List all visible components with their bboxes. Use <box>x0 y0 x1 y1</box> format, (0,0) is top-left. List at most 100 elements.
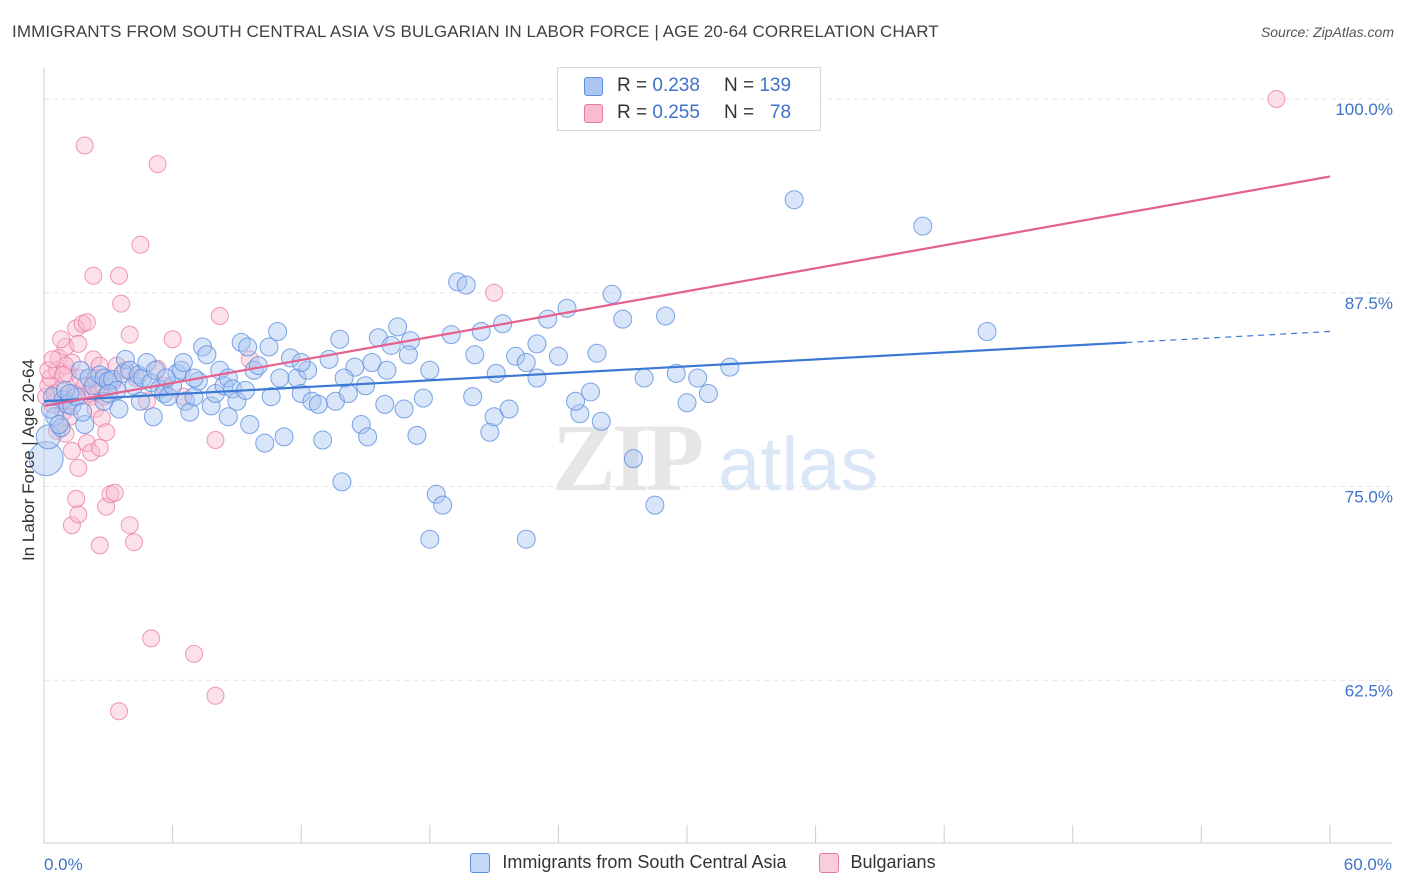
data-point-south-central-asia <box>538 309 558 329</box>
data-point-south-central-asia <box>291 384 311 403</box>
legend-label-south-central-asia: Immigrants from South Central Asia <box>502 852 787 872</box>
data-point-south-central-asia <box>180 402 200 422</box>
data-point-south-central-asia <box>60 384 80 403</box>
data-point-bulgarians <box>206 431 225 449</box>
data-point-south-central-asia <box>270 368 290 388</box>
data-point-south-central-asia <box>527 334 547 354</box>
data-point-bulgarians <box>69 458 88 477</box>
data-point-south-central-asia <box>677 393 697 413</box>
data-point-south-central-asia <box>201 396 221 416</box>
data-point-bulgarians <box>54 365 73 384</box>
data-point-south-central-asia <box>548 346 568 366</box>
data-point-south-central-asia <box>268 322 288 341</box>
trend-line-bulgarians <box>43 175 1331 407</box>
data-point-south-central-asia <box>356 376 375 396</box>
r-label: R = <box>617 102 648 123</box>
data-point-south-central-asia <box>407 425 427 445</box>
correlation-legend: R = 0.238 N = 139 R = 0.255 N = 78 <box>557 67 821 131</box>
legend-row-south-central-asia: R = 0.238 N = 139 <box>584 74 791 98</box>
data-point-south-central-asia <box>420 529 440 549</box>
data-point-bulgarians <box>52 330 71 349</box>
data-point-south-central-asia <box>634 368 654 388</box>
data-point-south-central-asia <box>398 345 418 365</box>
data-point-south-central-asia <box>73 402 93 422</box>
data-point-south-central-asia <box>465 345 485 365</box>
data-point-bulgarians <box>75 136 94 155</box>
source-label: Source: ZipAtlas.com <box>1260 24 1394 40</box>
data-point-south-central-asia <box>51 418 71 438</box>
data-point-bulgarians <box>163 330 182 349</box>
data-point-bulgarians <box>43 350 62 369</box>
data-point-south-central-asia <box>581 382 601 402</box>
data-point-south-central-asia <box>375 394 395 414</box>
data-point-south-central-asia <box>143 407 163 427</box>
legend-swatch-blue <box>584 76 603 96</box>
data-point-bulgarians <box>185 644 204 663</box>
y-tick-label: 87.5% <box>1345 294 1393 313</box>
data-point-south-central-asia <box>456 275 476 295</box>
series-south-central-asia-points <box>28 190 997 549</box>
data-point-bulgarians <box>120 516 139 535</box>
data-point-south-central-asia <box>334 368 354 388</box>
data-point-bulgarians <box>1267 90 1286 108</box>
data-point-south-central-asia <box>656 306 676 326</box>
data-point-south-central-asia <box>197 345 217 365</box>
y-axis-label: In Labor Force | Age 20-64 <box>19 359 38 561</box>
axes <box>43 68 1392 844</box>
data-point-bulgarians <box>148 155 167 174</box>
data-point-bulgarians <box>69 334 88 353</box>
data-point-south-central-asia <box>516 529 536 549</box>
data-point-south-central-asia <box>175 391 195 411</box>
data-point-south-central-asia <box>259 337 279 357</box>
data-point-bulgarians <box>131 235 150 254</box>
n-value-pink: 78 <box>769 102 792 123</box>
data-point-south-central-asia <box>486 363 506 383</box>
data-point-bulgarians <box>210 307 229 325</box>
legend-swatch-pink <box>584 103 603 123</box>
data-point-bulgarians <box>105 483 124 502</box>
data-point-south-central-asia <box>332 472 352 492</box>
y-tick-label: 62.5% <box>1345 681 1393 700</box>
data-point-south-central-asia <box>28 441 64 477</box>
data-point-bulgarians <box>90 536 109 555</box>
n-value-blue: 139 <box>759 75 792 96</box>
watermark: ZIP atlas <box>552 404 879 511</box>
y-tick-label: 75.0% <box>1345 488 1393 507</box>
data-point-bulgarians <box>97 423 116 442</box>
data-point-bulgarians <box>77 313 96 332</box>
data-point-south-central-asia <box>645 495 665 515</box>
data-point-south-central-asia <box>471 322 491 341</box>
data-point-south-central-asia <box>688 368 708 388</box>
data-point-south-central-asia <box>566 391 586 411</box>
data-point-bulgarians <box>125 533 144 552</box>
data-point-south-central-asia <box>591 411 611 431</box>
data-point-bulgarians <box>120 325 139 344</box>
data-point-south-central-asia <box>913 216 933 236</box>
data-point-south-central-asia <box>291 353 311 372</box>
watermark-atlas: atlas <box>718 422 879 507</box>
tick-labels: 62.5% 75.0% 87.5% 100.0% 0.0% 60.0% <box>44 100 1393 874</box>
chart-title: IMMIGRANTS FROM SOUTH CENTRAL ASIA VS BU… <box>12 22 939 41</box>
r-value-pink: 0.255 <box>652 102 700 123</box>
data-point-bulgarians <box>110 266 129 285</box>
data-point-south-central-asia <box>145 360 165 380</box>
data-point-south-central-asia <box>506 346 526 366</box>
data-point-bulgarians <box>90 438 109 457</box>
data-point-south-central-asia <box>330 329 350 349</box>
legend-row-bulgarians: R = 0.255 N = 78 <box>584 101 791 125</box>
data-point-south-central-asia <box>623 449 643 469</box>
data-point-south-central-asia <box>261 387 281 407</box>
data-point-bulgarians <box>69 505 88 524</box>
n-label: N = <box>723 75 755 96</box>
data-point-south-central-asia <box>698 384 718 403</box>
data-point-south-central-asia <box>499 399 519 419</box>
data-point-south-central-asia <box>570 404 590 424</box>
legend-swatch-blue <box>470 852 491 873</box>
data-point-south-central-asia <box>784 190 804 210</box>
legend-item-bulgarians: Bulgarians <box>818 852 936 873</box>
data-point-south-central-asia <box>313 430 333 450</box>
data-point-south-central-asia <box>83 376 103 396</box>
data-point-bulgarians <box>39 361 58 380</box>
data-point-south-central-asia <box>274 427 294 447</box>
